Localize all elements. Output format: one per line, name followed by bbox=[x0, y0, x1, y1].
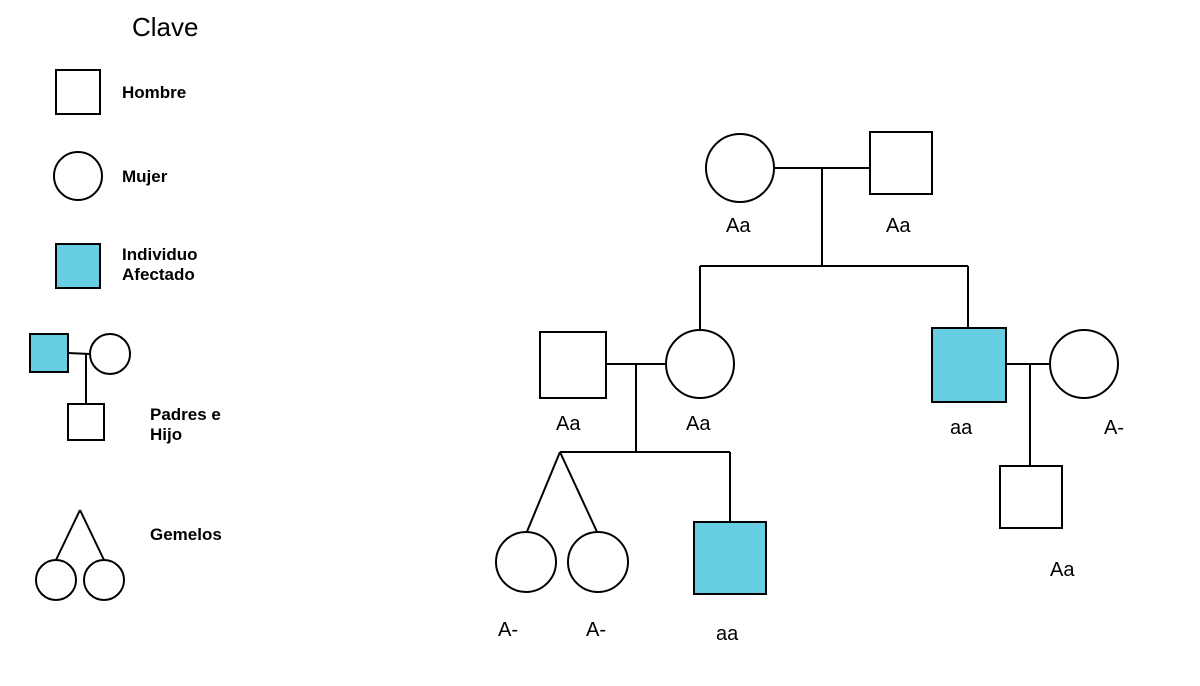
genotype-g3t1: A- bbox=[498, 619, 518, 641]
legend-item-4-twin-l bbox=[36, 560, 76, 600]
node-g1f bbox=[706, 134, 774, 202]
legend-item-3-hline bbox=[68, 353, 90, 354]
legend-item-2-square bbox=[56, 244, 100, 288]
legend-item-2-label: IndividuoAfectado bbox=[122, 245, 198, 284]
node-g3b bbox=[1000, 466, 1062, 528]
genotype-g3b: Aa bbox=[1050, 559, 1075, 581]
node-g3t1 bbox=[496, 532, 556, 592]
genotype-g3t2: A- bbox=[586, 619, 606, 641]
legend-item-4-twin-r bbox=[84, 560, 124, 600]
pedigree-line-9 bbox=[526, 452, 560, 534]
genotype-g2f1: Aa bbox=[686, 413, 711, 435]
genotype-g2m1: Aa bbox=[556, 413, 581, 435]
legend-item-0-square bbox=[56, 70, 100, 114]
legend-item-4-label: Gemelos bbox=[150, 525, 222, 544]
legend-item-3-child bbox=[68, 404, 104, 440]
node-g2m2 bbox=[932, 328, 1006, 402]
legend-item-4-diag-l bbox=[56, 510, 80, 560]
node-g3a bbox=[694, 522, 766, 594]
legend-item-0-label: Hombre bbox=[122, 83, 186, 102]
node-g3t2 bbox=[568, 532, 628, 592]
node-g2m1 bbox=[540, 332, 606, 398]
genotype-g2f2: A- bbox=[1104, 417, 1124, 439]
legend-title: Clave bbox=[132, 12, 198, 42]
legend-item-1-label: Mujer bbox=[122, 167, 168, 186]
node-g1m bbox=[870, 132, 932, 194]
legend-item-4-diag-r bbox=[80, 510, 104, 560]
legend-item-3-mother bbox=[90, 334, 130, 374]
genotype-g3a: aa bbox=[716, 623, 739, 645]
node-g2f1 bbox=[666, 330, 734, 398]
genotype-g1m: Aa bbox=[886, 215, 911, 237]
node-g2f2 bbox=[1050, 330, 1118, 398]
pedigree-diagram: Clave Hombre Mujer IndividuoAfectado Padres … bbox=[0, 0, 1200, 686]
legend-item-3-label: Padres eHijo bbox=[150, 405, 221, 444]
genotype-g1f: Aa bbox=[726, 215, 751, 237]
genotype-g2m2: aa bbox=[950, 417, 973, 439]
legend-item-3-father bbox=[30, 334, 68, 372]
pedigree-line-10 bbox=[560, 452, 598, 534]
legend-item-1-circle bbox=[54, 152, 102, 200]
